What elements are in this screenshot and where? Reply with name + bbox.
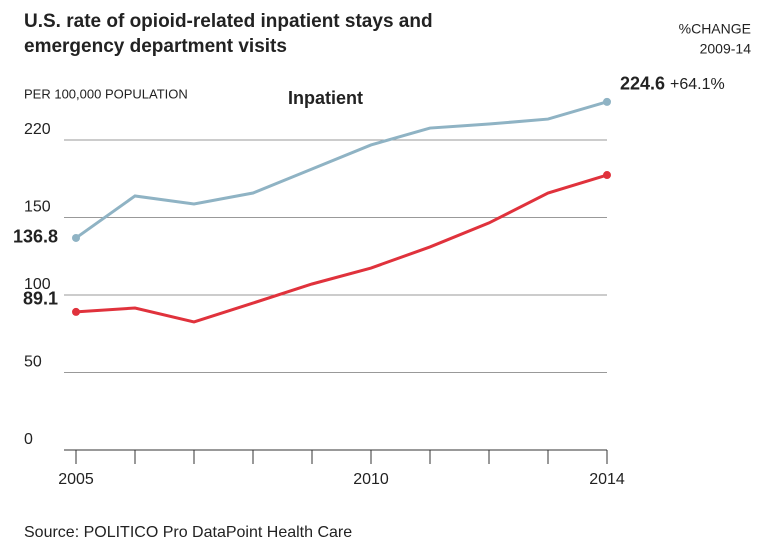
start-label: 136.8 xyxy=(13,227,58,247)
y-tick-label: 50 xyxy=(24,354,42,371)
y-tick-label: 150 xyxy=(24,199,51,216)
y-tick-label: 0 xyxy=(24,431,33,448)
series-line xyxy=(75,100,608,240)
chart-title: emergency department visits xyxy=(24,36,287,57)
end-point xyxy=(603,97,611,106)
x-tick-label: 2005 xyxy=(58,471,94,488)
end-point xyxy=(72,307,80,316)
series-line xyxy=(75,173,608,324)
start-label: 89.1 xyxy=(23,289,58,309)
x-tick-label: 2010 xyxy=(353,471,389,488)
x-tick-label: 2014 xyxy=(589,471,625,488)
change-header: 2009-14 xyxy=(700,41,752,57)
change-header: %CHANGE xyxy=(679,21,751,37)
end-point xyxy=(603,171,611,180)
y-tick-label: 220 xyxy=(24,121,51,138)
y-tick-label: 100 xyxy=(24,276,51,293)
end-label: 224.6 xyxy=(620,74,665,94)
legend-label: Inpatient xyxy=(288,88,363,108)
end-point xyxy=(72,233,80,242)
chart-title: U.S. rate of opioid-related inpatient st… xyxy=(24,11,433,32)
source: Source: POLITICO Pro DataPoint Health Ca… xyxy=(24,524,352,541)
subtitle: PER 100,000 POPULATION xyxy=(24,86,188,101)
change-label: +64.1% xyxy=(670,76,725,93)
